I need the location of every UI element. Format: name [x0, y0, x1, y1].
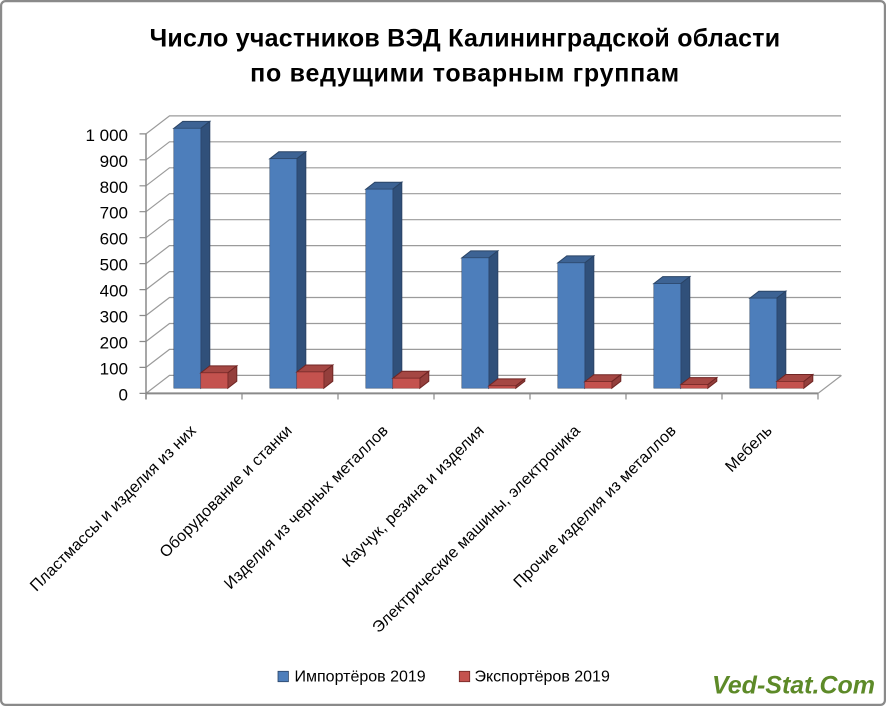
svg-text:900: 900	[100, 152, 128, 171]
svg-text:Импортёров 2019: Импортёров 2019	[295, 669, 426, 686]
svg-text:800: 800	[100, 178, 128, 197]
svg-text:Экспортёров 2019: Экспортёров 2019	[475, 669, 610, 686]
svg-text:0: 0	[119, 385, 128, 404]
svg-text:400: 400	[100, 282, 128, 301]
svg-text:700: 700	[100, 204, 128, 223]
svg-text:300: 300	[100, 308, 128, 327]
svg-text:200: 200	[100, 334, 128, 353]
svg-text:500: 500	[100, 256, 128, 275]
svg-text:Число участников ВЭД Калининг: Число участников ВЭД Калининградской обл…	[150, 25, 781, 53]
svg-text:по ведущими товарным группам: по ведущими товарным группам	[250, 60, 680, 88]
svg-text:1 000: 1 000	[85, 126, 128, 145]
svg-text:100: 100	[100, 359, 128, 378]
svg-text:Ved-Stat.Com: Ved-Stat.Com	[712, 672, 875, 700]
svg-text:600: 600	[100, 230, 128, 249]
